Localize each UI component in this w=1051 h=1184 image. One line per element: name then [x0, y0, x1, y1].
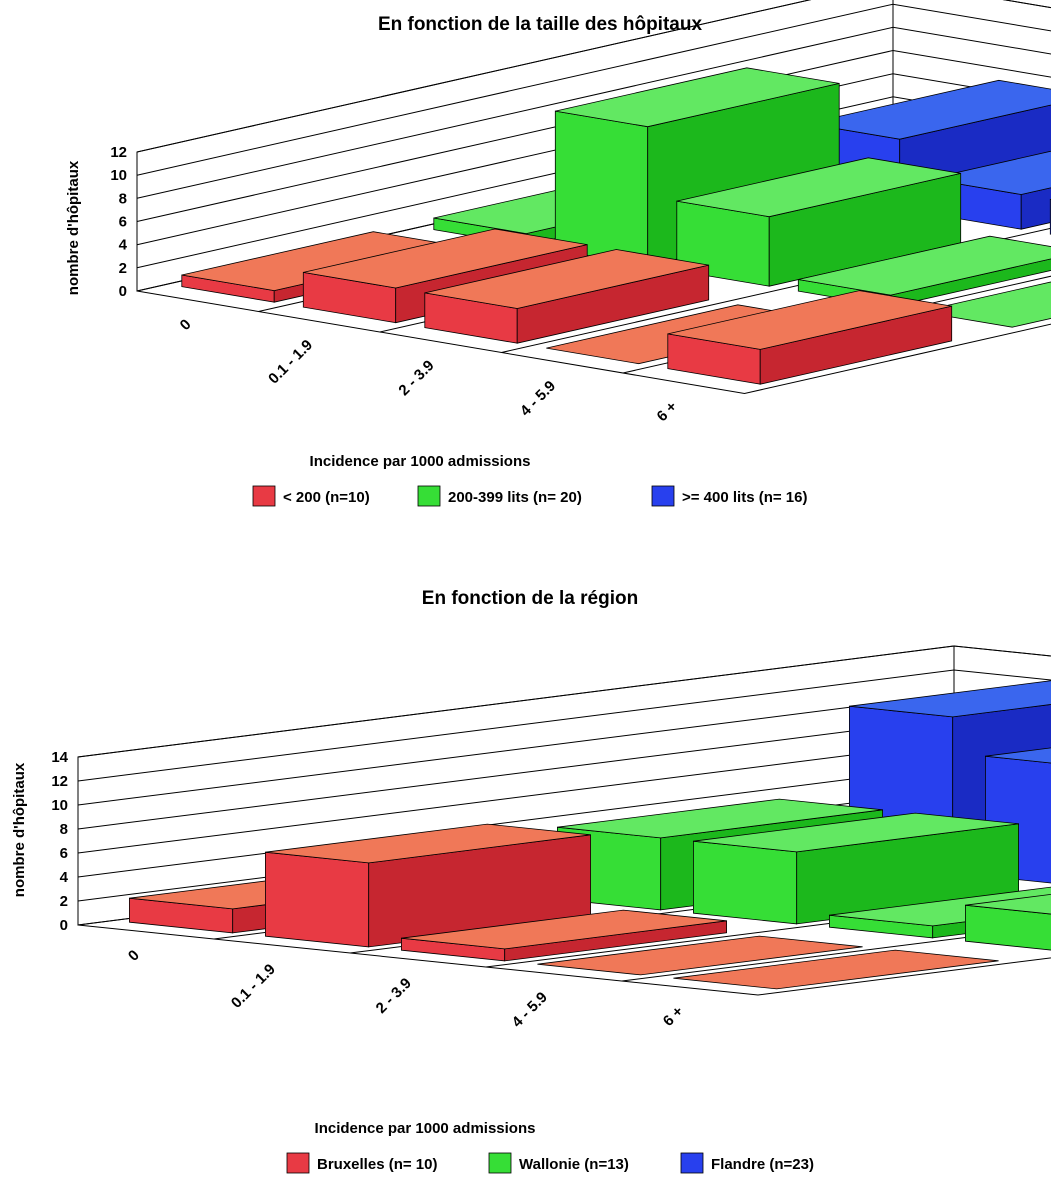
- bar-top: [401, 909, 727, 950]
- legend-label: Flandre (n=23): [711, 1156, 814, 1173]
- bar-red-2: [424, 249, 710, 344]
- x-tick-label: 0.1 - 1.9: [265, 337, 316, 388]
- bar-red-4: [673, 949, 999, 990]
- chart-2: En fonction de la région 0 0.1 - 1.9 2 - 3…: [11, 588, 1051, 1174]
- legend-swatch: [680, 1152, 704, 1174]
- y-tick-label: 2: [60, 893, 68, 910]
- gridline: [77, 645, 1051, 758]
- bar-top: [965, 893, 1051, 915]
- y-tick-label: 12: [51, 773, 68, 790]
- x-tick-label: 4 - 5.9: [517, 378, 559, 420]
- bar-red-4: [667, 290, 953, 385]
- x-tick-label: 2 - 3.9: [395, 357, 437, 399]
- bar-top: [919, 281, 1051, 328]
- y-tick-label: 2: [119, 260, 127, 277]
- y-tick-label: 4: [119, 237, 128, 254]
- x-tick-label: 0: [177, 316, 195, 334]
- legend-item: 200-399 lits (n= 20): [417, 485, 582, 507]
- chart-1-bars: [181, 67, 1051, 385]
- bar-top: [557, 798, 883, 839]
- y-tick-label: 8: [60, 821, 68, 838]
- bar-front: [693, 840, 798, 925]
- legend-item: < 200 (n=10): [252, 485, 370, 507]
- chart-1-y-axis-label: nombre d'hôpitaux: [65, 160, 82, 295]
- floor-divider: [621, 926, 1051, 982]
- legend-label: < 200 (n=10): [283, 489, 370, 506]
- y-tick-label: 14: [51, 749, 68, 766]
- bar-red-2: [400, 909, 727, 962]
- bar-top: [555, 67, 840, 128]
- chart-2-y-axis-label: nombre d'hôpitaux: [11, 762, 28, 897]
- bar-top: [676, 157, 961, 218]
- y-tick-label: 10: [110, 167, 127, 184]
- legend-swatch: [417, 485, 441, 507]
- x-tick-label: 0.1 - 1.9: [228, 961, 279, 1012]
- bar-top: [424, 249, 709, 309]
- chart-2-bars: [128, 680, 1051, 990]
- chart-1-x-axis-label: Incidence par 1000 admissions: [310, 453, 531, 470]
- y-tick-label: 12: [110, 144, 127, 161]
- chart-1: En fonction de la taille des hôpitaux 0 0…: [65, 0, 1051, 507]
- gridline: [136, 3, 1051, 176]
- y-tick-label: 0: [119, 283, 127, 300]
- bar-top: [673, 949, 999, 990]
- y-tick-label: 0: [60, 917, 68, 934]
- bar-top: [798, 235, 1051, 296]
- bar-front: [965, 904, 1051, 951]
- bar-green-4: [919, 281, 1051, 328]
- legend-item: Bruxelles (n= 10): [286, 1152, 437, 1174]
- chart-2-title: En fonction de la région: [422, 588, 638, 609]
- chart-1-title: En fonction de la taille des hôpitaux: [378, 14, 703, 35]
- x-tick-label: 4 - 5.9: [509, 989, 551, 1031]
- bar-green-4: [965, 893, 1051, 951]
- bar-top: [537, 935, 863, 976]
- chart-2-x-axis-label: Incidence par 1000 admissions: [315, 1120, 536, 1137]
- legend-item: >= 400 lits (n= 16): [651, 485, 808, 507]
- chart-1-legend: < 200 (n=10) 200-399 lits (n= 20) >= 400 l…: [252, 485, 808, 507]
- legend-item: Wallonie (n=13): [488, 1152, 629, 1174]
- legend-label: 200-399 lits (n= 20): [448, 489, 582, 506]
- legend-label: Wallonie (n=13): [519, 1156, 629, 1173]
- x-tick-label: 0: [125, 947, 143, 965]
- gridline: [136, 49, 1051, 222]
- legend-item: Flandre (n=23): [680, 1152, 814, 1174]
- y-tick-label: 6: [119, 214, 127, 231]
- bar-top: [667, 290, 952, 350]
- gridline: [136, 73, 1051, 246]
- legend-swatch: [488, 1152, 512, 1174]
- y-tick-label: 4: [60, 869, 69, 886]
- bar-top: [693, 812, 1019, 853]
- bar-side: [1020, 187, 1051, 230]
- legend-swatch: [286, 1152, 310, 1174]
- bar-red-1: [264, 823, 591, 948]
- bar-front: [264, 851, 370, 948]
- bar-top: [303, 228, 588, 289]
- legend-label: >= 400 lits (n= 16): [682, 489, 808, 506]
- x-tick-label: 6 +: [660, 1003, 687, 1030]
- y-tick-label: 10: [51, 797, 68, 814]
- chart-2-legend: Bruxelles (n= 10) Wallonie (n=13) Flandre …: [286, 1152, 814, 1174]
- gridline: [136, 96, 1051, 269]
- x-tick-label: 2 - 3.9: [373, 975, 415, 1017]
- legend-label: Bruxelles (n= 10): [317, 1156, 437, 1173]
- legend-swatch: [651, 485, 675, 507]
- gridline: [77, 669, 1051, 782]
- bar-top: [849, 680, 1051, 718]
- bar-top: [265, 823, 591, 864]
- y-tick-label: 6: [60, 845, 68, 862]
- gridline: [136, 0, 1051, 153]
- bar-top: [807, 79, 1051, 140]
- bar-top: [985, 747, 1051, 764]
- y-tick-label: 8: [119, 190, 127, 207]
- bar-red-3: [537, 935, 863, 976]
- x-tick-label: 6 +: [654, 398, 681, 425]
- gridline: [136, 26, 1051, 199]
- legend-swatch: [252, 485, 276, 507]
